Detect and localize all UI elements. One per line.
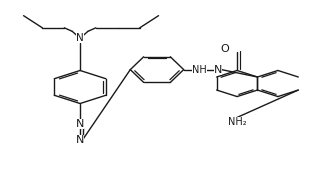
Text: NH₂: NH₂ [228,117,246,127]
Text: N: N [76,119,84,129]
Text: N: N [214,65,222,75]
Text: N: N [76,33,84,43]
Text: O: O [220,44,229,54]
Text: N: N [76,135,84,145]
Text: NH: NH [192,65,207,75]
